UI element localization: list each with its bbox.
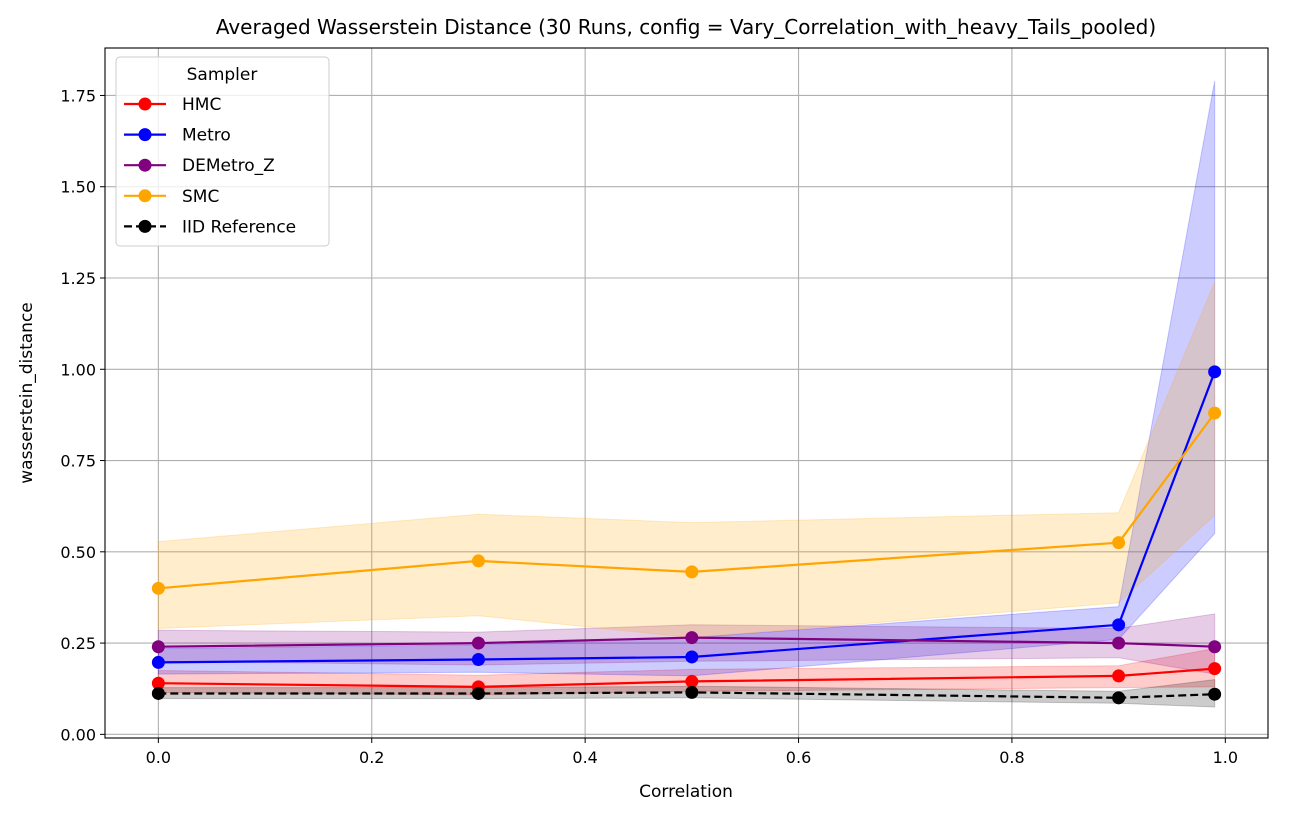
legend-box: [115, 56, 330, 247]
chart-title: Averaged Wasserstein Distance (30 Runs, …: [216, 15, 1156, 39]
iid-reference-point: [471, 686, 485, 700]
demetro-z-point: [151, 640, 165, 654]
legend-label-iid-reference: IID Reference: [182, 217, 296, 237]
legend: Sampler HMC Metro DEMetro_Z SMC IID Referenc…: [115, 56, 330, 247]
legend-label-hmc: HMC: [182, 95, 221, 115]
iid-reference-point: [1112, 691, 1126, 705]
plot-frame: [104, 47, 1269, 739]
x-tick-label: 1.0: [1213, 748, 1238, 767]
legend-marker-smc: [138, 189, 152, 203]
x-tick-label: 0.0: [146, 748, 171, 767]
iid-reference-point: [151, 686, 165, 700]
legend-item-smc: SMC: [124, 187, 219, 207]
y-tick-label: 1.75: [60, 86, 96, 105]
x-tick-label: 0.6: [786, 748, 811, 767]
y-tick-label: 0.50: [60, 543, 96, 562]
metro-point: [685, 650, 699, 664]
y-tick-label: 0.00: [60, 725, 96, 744]
x-tick-label: 0.2: [359, 748, 384, 767]
smc-point: [1208, 406, 1222, 420]
iid-reference-point: [685, 685, 699, 699]
metro-point: [151, 655, 165, 669]
hmc-point: [1112, 669, 1126, 683]
legend-item-iid-reference: IID Reference: [124, 217, 296, 237]
hmc-band: [157, 648, 1216, 696]
smc-point: [151, 581, 165, 595]
legend-label-metro: Metro: [182, 126, 231, 146]
smc-point: [1112, 536, 1126, 550]
legend-item-demetro-z: DEMetro_Z: [124, 156, 275, 176]
legend-marker-hmc: [138, 97, 152, 111]
x-tick-label: 0.4: [572, 748, 597, 767]
iid-reference-point: [1208, 687, 1222, 701]
legend-marker-metro: [138, 128, 152, 142]
legend-marker-demetro-z: [138, 158, 152, 172]
smc-band: [157, 281, 1216, 639]
demetro-z-point: [685, 631, 699, 645]
legend-label-smc: SMC: [182, 187, 219, 207]
legend-item-metro: Metro: [124, 126, 231, 146]
legend-title: Sampler: [187, 65, 258, 85]
demetro-z-point: [471, 636, 485, 650]
smc-point: [471, 554, 485, 568]
y-tick-label: 0.25: [60, 634, 96, 653]
demetro-z-point: [1112, 636, 1126, 650]
hmc-point: [685, 674, 699, 688]
legend-marker-iid-reference: [138, 219, 152, 233]
series-points: [151, 365, 1222, 705]
x-tick-label: 0.8: [999, 748, 1024, 767]
smc-point: [685, 565, 699, 579]
x-axis-label: Correlation: [639, 782, 733, 802]
metro-point: [471, 653, 485, 667]
y-tick-label: 0.75: [60, 452, 96, 471]
y-tick-label: 1.25: [60, 269, 96, 288]
legend-entries: HMC Metro DEMetro_Z SMC IID Reference: [124, 95, 296, 237]
hmc-point: [151, 676, 165, 690]
metro-point: [1112, 618, 1126, 632]
y-tick-label: 1.50: [60, 178, 96, 197]
y-axis-label: wasserstein_distance: [17, 302, 37, 484]
hmc-point: [1208, 662, 1222, 676]
metro-point: [1208, 365, 1222, 379]
x-axis-ticks: 0.0 0.2 0.4 0.6 0.8 1.0: [146, 738, 1238, 767]
legend-item-hmc: HMC: [124, 95, 221, 115]
y-axis-ticks: 0.00 0.25 0.50 0.75 1.00 1.25 1.50 1.75: [60, 86, 105, 744]
demetro-z-point: [1208, 640, 1222, 654]
legend-label-demetro-z: DEMetro_Z: [182, 156, 275, 176]
y-tick-label: 1.00: [60, 360, 96, 379]
